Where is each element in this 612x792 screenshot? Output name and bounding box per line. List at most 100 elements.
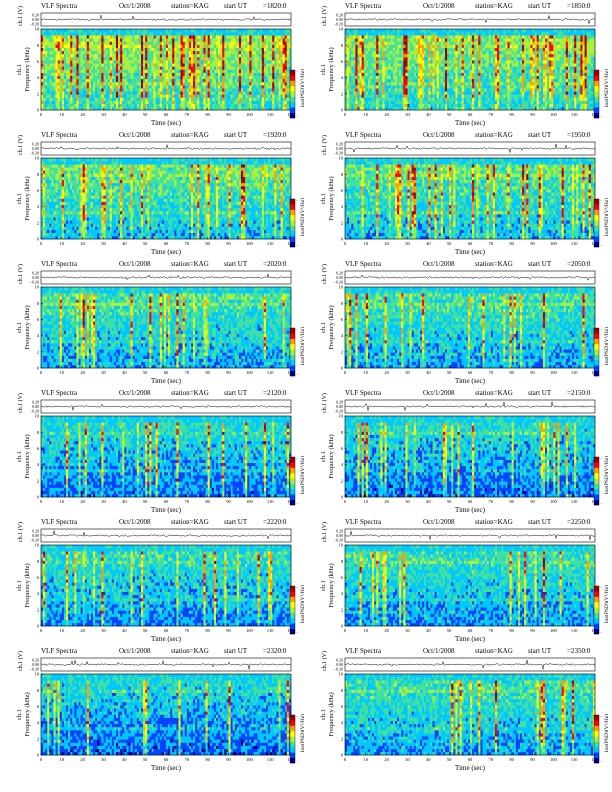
heatmap-cell [472,94,475,98]
heatmap-cell [172,91,175,95]
heatmap-cell [211,63,215,67]
heatmap-cell [193,78,196,83]
heatmap-cell [109,75,113,80]
heatmap-cell [449,103,452,108]
heatmap-cell [241,100,244,105]
heatmap-cell [465,35,469,39]
heatmap-cell [428,44,431,48]
heatmap-cell [272,35,275,39]
heatmap-cell [382,44,385,48]
heatmap-cell [174,88,177,92]
heatmap-cell [411,44,414,48]
heatmap-cell [141,97,144,101]
heatmap-cell [405,29,408,33]
heatmap-cell [209,69,213,73]
heatmap-cell [451,100,454,105]
heatmap-cell [68,35,71,39]
heatmap-cell [134,75,138,80]
heatmap-cell [205,44,208,48]
heatmap-cell [388,78,392,83]
heatmap-cell [284,60,288,64]
heatmap-cell [261,50,265,55]
x-tick-label: 30 [101,112,106,117]
heatmap-cell [61,103,65,108]
heatmap-cell [405,66,408,70]
heatmap-cell [168,35,171,39]
heatmap-cell [415,75,419,80]
heatmap-cell [345,91,348,95]
heatmap-cell [478,69,481,73]
heatmap-cell [224,38,227,42]
heatmap-cell [376,44,379,48]
heatmap-cell [243,50,246,55]
heatmap-cell [472,60,475,64]
heatmap-cell [80,69,83,73]
heatmap-cell [238,41,242,45]
heatmap-cell [420,100,423,105]
heatmap-cell [422,88,425,92]
heatmap-cell [403,50,406,55]
heatmap-cell [43,66,46,70]
heatmap-cell [451,50,454,55]
heatmap-cell [128,97,131,101]
heatmap-cell [238,81,242,86]
heatmap-cell [486,50,489,55]
heatmap-cell [220,60,223,64]
heatmap-cell [203,94,206,98]
heatmap-cell [355,78,358,83]
heatmap-cell [451,66,454,70]
heatmap-cell [45,106,48,111]
heatmap-cell [397,38,400,42]
heatmap-cell [392,47,396,52]
heatmap-cell [266,103,269,108]
heatmap-cell [440,29,444,33]
heatmap-cell [382,29,385,33]
heatmap-cell [195,38,198,42]
heatmap-cell [255,57,258,61]
heatmap-cell [268,94,271,98]
heatmap-cell [286,69,290,73]
heatmap-cell [482,57,485,61]
heatmap-cell [216,41,219,45]
heatmap-cell [216,100,219,105]
heatmap-cell [257,63,260,67]
heatmap-cell [128,60,131,64]
heatmap-cell [413,88,417,92]
heatmap-cell [218,78,221,83]
heatmap-cell [151,38,154,42]
heatmap-cell [284,103,288,108]
heatmap-cell [345,63,348,67]
heatmap-cell [105,78,108,83]
heatmap-cell [395,60,398,64]
heatmap-cell [118,66,121,70]
heatmap-cell [111,103,115,108]
heatmap-cell [470,75,473,80]
heatmap-cell [230,41,233,45]
heatmap-cell [467,60,471,64]
heatmap-cell [209,103,213,108]
heatmap-cell [143,75,146,80]
heatmap-cell [111,78,115,83]
heatmap-cell [218,60,221,64]
heatmap-cell [199,94,202,98]
heatmap-cell [61,38,65,42]
heatmap-cell [470,72,473,76]
heatmap-cell [195,53,198,58]
heatmap-cell [149,35,152,39]
heatmap-cell [107,66,110,70]
heatmap-cell [143,53,146,58]
heatmap-cell [390,38,394,42]
heatmap-cell [116,60,119,64]
heatmap-cell [222,60,225,64]
heatmap-cell [451,32,454,36]
heatmap-cell [276,53,279,58]
heatmap-cell [449,47,452,52]
heatmap-cell [415,100,419,105]
heatmap-cell [274,41,277,45]
heatmap-cell [259,60,263,64]
heatmap-cell [176,60,179,64]
heatmap-cell [445,91,448,95]
heatmap-cell [130,50,133,55]
heatmap-cell [70,85,73,89]
heatmap-cell [415,29,419,33]
